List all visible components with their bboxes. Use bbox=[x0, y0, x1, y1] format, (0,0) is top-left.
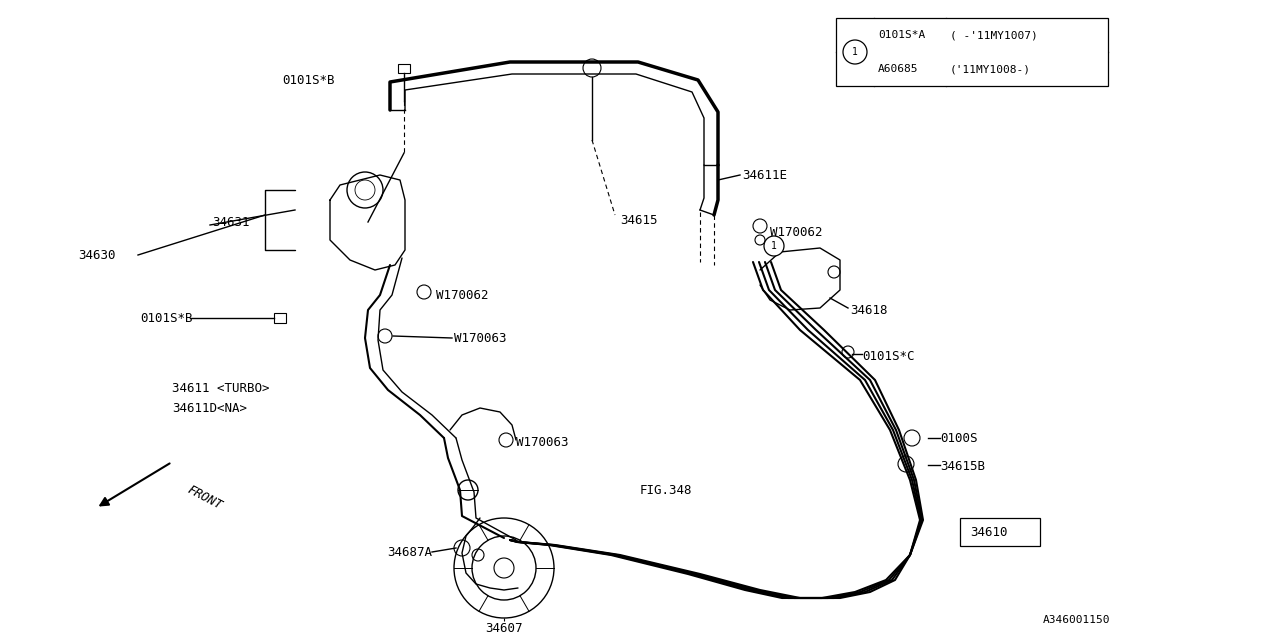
Text: 0100S: 0100S bbox=[940, 431, 978, 445]
Text: 34615B: 34615B bbox=[940, 460, 986, 472]
Text: 34631: 34631 bbox=[212, 216, 250, 228]
Bar bbox=[960, 518, 1039, 546]
Text: W170063: W170063 bbox=[454, 332, 507, 344]
Text: 1: 1 bbox=[852, 47, 858, 57]
Text: 0101S*A: 0101S*A bbox=[878, 30, 925, 40]
Text: 34611E: 34611E bbox=[742, 168, 787, 182]
Bar bbox=[836, 18, 1108, 86]
Bar bbox=[398, 64, 410, 73]
Text: A60685: A60685 bbox=[878, 64, 919, 74]
Text: 34687A: 34687A bbox=[387, 545, 433, 559]
Text: 34630: 34630 bbox=[78, 248, 115, 262]
Text: W170062: W170062 bbox=[771, 225, 823, 239]
Text: 1: 1 bbox=[771, 241, 777, 251]
Circle shape bbox=[844, 40, 867, 64]
Text: 34610: 34610 bbox=[970, 525, 1007, 538]
Text: 34607: 34607 bbox=[485, 621, 522, 634]
Text: FRONT: FRONT bbox=[186, 483, 224, 513]
Text: 0101S*C: 0101S*C bbox=[861, 349, 914, 362]
Text: FIG.348: FIG.348 bbox=[640, 483, 692, 497]
Bar bbox=[274, 313, 285, 323]
Text: 34611D<NA>: 34611D<NA> bbox=[172, 401, 247, 415]
Text: 34611 <TURBO>: 34611 <TURBO> bbox=[172, 381, 270, 394]
Text: ( -'11MY1007): ( -'11MY1007) bbox=[950, 30, 1038, 40]
Text: A346001150: A346001150 bbox=[1042, 615, 1110, 625]
Text: 0101S*B: 0101S*B bbox=[140, 312, 192, 324]
Text: ('11MY1008-): ('11MY1008-) bbox=[950, 64, 1030, 74]
Text: 0101S*B: 0101S*B bbox=[283, 74, 335, 86]
Text: W170063: W170063 bbox=[516, 435, 568, 449]
Text: 34615: 34615 bbox=[620, 214, 658, 227]
Text: 34618: 34618 bbox=[850, 303, 887, 317]
Circle shape bbox=[764, 236, 785, 256]
Text: W170062: W170062 bbox=[436, 289, 489, 301]
